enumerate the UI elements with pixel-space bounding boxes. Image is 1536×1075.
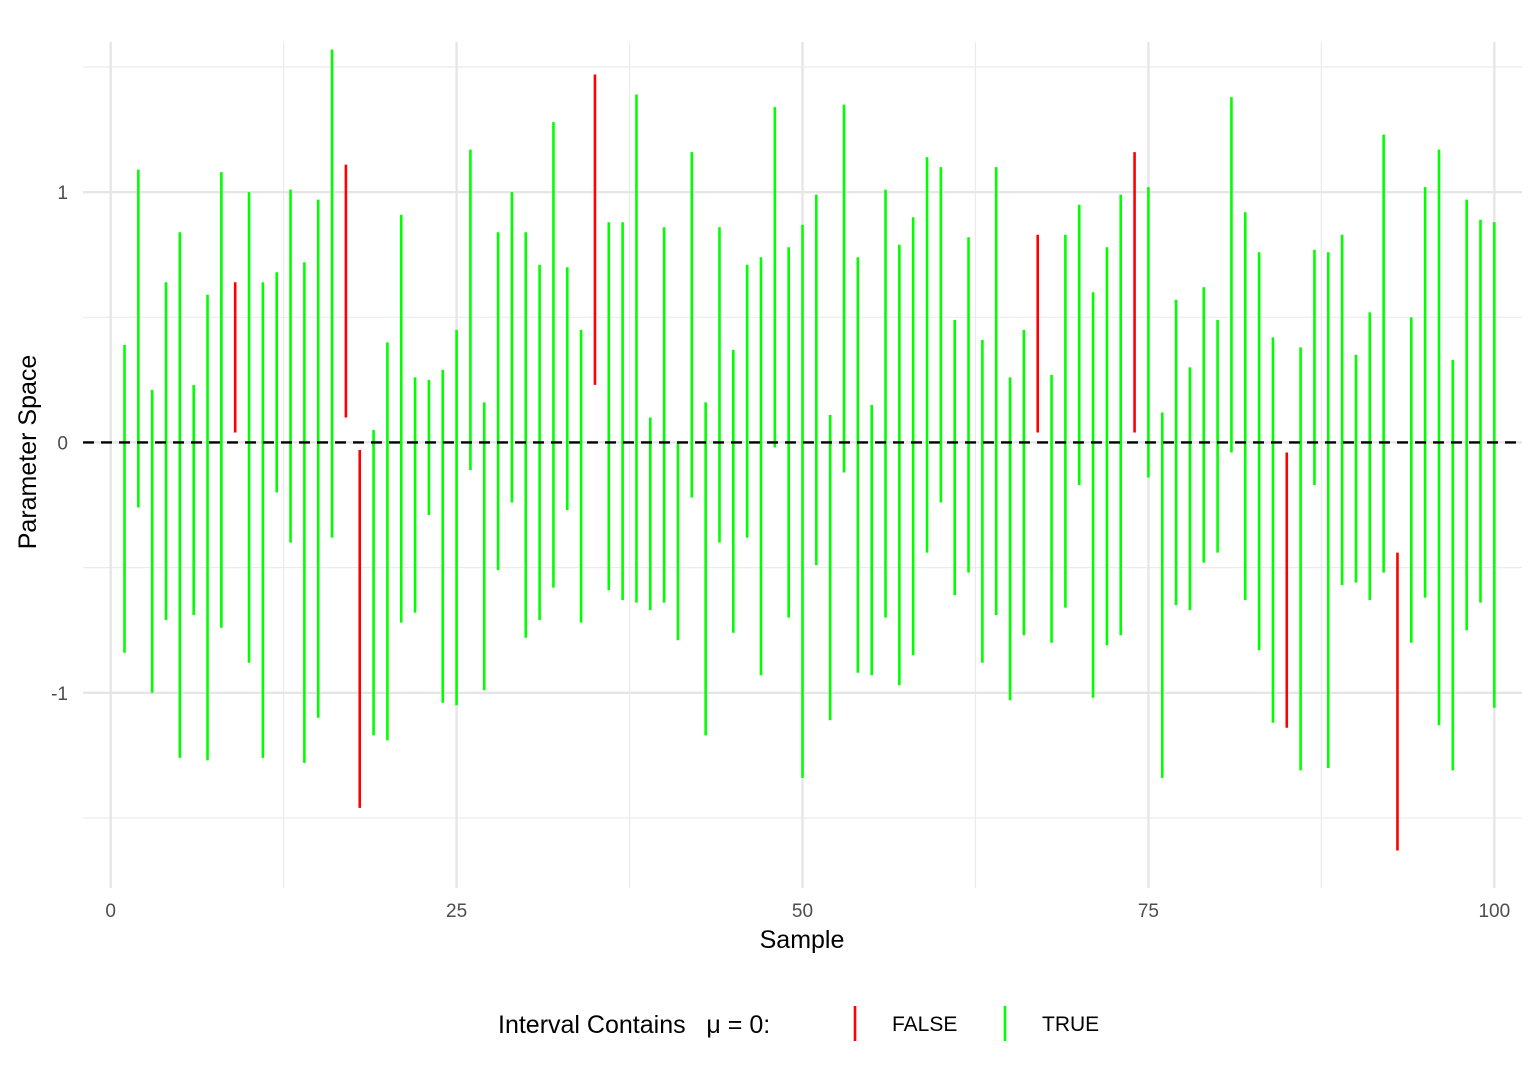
y-tick-labels: -1 0 1 xyxy=(51,183,68,705)
x-tick-label: 25 xyxy=(446,901,467,922)
x-tick-label: 100 xyxy=(1478,901,1510,922)
x-tick-label: 0 xyxy=(105,901,116,922)
legend-label-false: FALSE xyxy=(892,1013,957,1036)
x-tick-label: 50 xyxy=(792,901,813,922)
interval-bars xyxy=(123,49,1496,851)
y-tick-label: 0 xyxy=(57,433,68,454)
legend-label-true: TRUE xyxy=(1042,1013,1099,1036)
x-axis-title: Sample xyxy=(760,926,845,954)
x-tick-label: 75 xyxy=(1138,901,1159,922)
legend-title: Interval Contains μ = 0: xyxy=(498,1011,770,1039)
y-axis-title: Parameter Space xyxy=(14,355,42,550)
legend: Interval Contains μ = 0: FALSE TRUE xyxy=(498,1006,1099,1041)
y-tick-label: 1 xyxy=(57,183,68,204)
x-tick-labels: 0 25 50 75 100 xyxy=(105,901,1510,922)
y-tick-label: -1 xyxy=(51,684,68,705)
